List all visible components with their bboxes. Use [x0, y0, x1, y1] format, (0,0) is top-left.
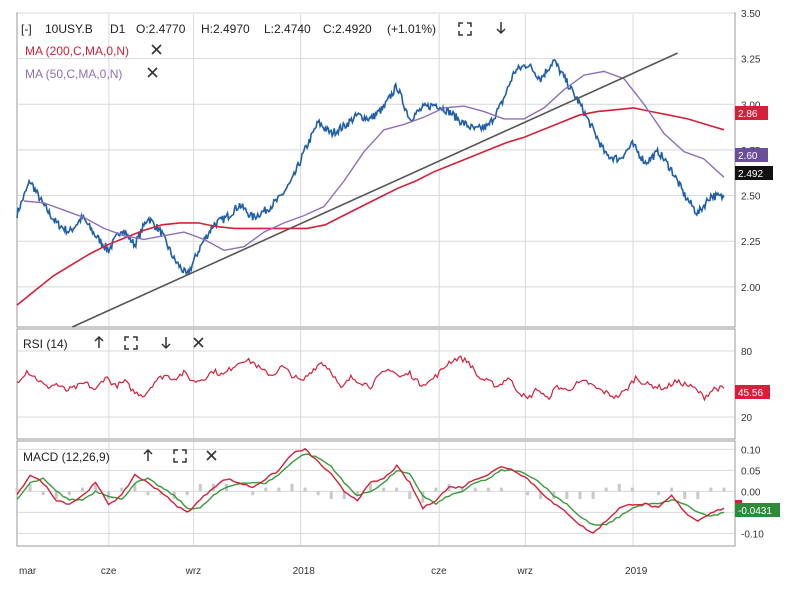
x-tick-label: cze: [431, 566, 447, 577]
macd-signal-line: [16, 453, 725, 526]
x-tick-label: wrz: [516, 566, 533, 577]
y-tick-label: 2.25: [741, 237, 761, 248]
macd-expand-icon[interactable]: [173, 449, 187, 463]
rsi-y-tick-label: 20: [741, 413, 753, 424]
macd-y-tick-label: 0.10: [741, 445, 761, 456]
rsi-expand-icon[interactable]: [124, 336, 138, 350]
ma200-badge: 2.86: [735, 106, 768, 120]
rsi-arrow-down-icon[interactable]: [161, 337, 171, 350]
arrow-down-icon[interactable]: [496, 22, 506, 35]
trendline: [71, 52, 678, 328]
rsi-y-tick-label: 80: [741, 347, 753, 358]
macd-y-tick-label: 0.05: [741, 466, 761, 477]
close-value: C:2.4920: [323, 22, 372, 36]
ma200-close-icon[interactable]: [151, 44, 162, 55]
last-price-badge: 2.492: [735, 166, 773, 180]
collapse-toggle[interactable]: [-]: [21, 22, 32, 36]
macd-badge-text: -0.0431: [738, 506, 772, 517]
last-price-badge-text: 2.492: [738, 169, 763, 180]
rsi-panel: [16, 328, 736, 440]
ma50-badge: 2.60: [735, 148, 768, 162]
x-tick-label: 2018: [293, 566, 316, 577]
rsi-close-icon[interactable]: [193, 337, 204, 348]
macd-close-icon[interactable]: [206, 450, 217, 461]
timeframe[interactable]: D1: [110, 22, 126, 36]
macd-y-tick-label: 0.00: [741, 487, 761, 498]
y-tick-label: 3.50: [741, 9, 761, 20]
x-tick-label: cze: [101, 566, 117, 577]
ma200-label: MA (200,C,MA,0,N): [25, 44, 129, 58]
macd-badge: -0.0431: [735, 500, 780, 517]
x-tick-label: mar: [19, 566, 37, 577]
macd-y-tick-label: -0.10: [741, 529, 764, 540]
x-tick-label: 2019: [625, 566, 648, 577]
macd-arrow-up-icon[interactable]: [143, 448, 153, 461]
series-layer: [15, 52, 726, 534]
open-value: O:2.4770: [136, 22, 186, 36]
rsi-series-line: [16, 355, 725, 402]
ma50-series-line: [23, 70, 725, 252]
x-tick-label: wrz: [185, 566, 202, 577]
y-tick-label: 2.00: [741, 283, 761, 294]
price-series-line: [16, 58, 725, 275]
y-tick-label: 3.25: [741, 55, 761, 66]
ma200-badge-text: 2.86: [738, 109, 758, 120]
ma50-badge-text: 2.60: [738, 151, 758, 162]
ma200-series-line: [16, 107, 725, 306]
y-tick-label: 3.00: [741, 100, 761, 111]
ma50-close-icon[interactable]: [147, 67, 158, 78]
expand-icon[interactable]: [458, 22, 472, 36]
rsi-badge-text: 45.56: [738, 388, 763, 399]
ma50-label: MA (50,C,MA,0,N): [25, 67, 122, 81]
high-value: H:2.4970: [201, 22, 250, 36]
instrument-name: 10USY.B: [45, 22, 93, 36]
change-value: (+1.01%): [387, 22, 436, 36]
rsi-label: RSI (14): [23, 337, 68, 351]
macd-series-line: [16, 447, 725, 534]
y-tick-label: 2.50: [741, 192, 761, 203]
low-value: L:2.4740: [264, 22, 311, 36]
macd-label: MACD (12,26,9): [23, 450, 110, 464]
rsi-badge: 45.56: [735, 385, 770, 399]
arrow-up-icon[interactable]: [94, 335, 104, 348]
